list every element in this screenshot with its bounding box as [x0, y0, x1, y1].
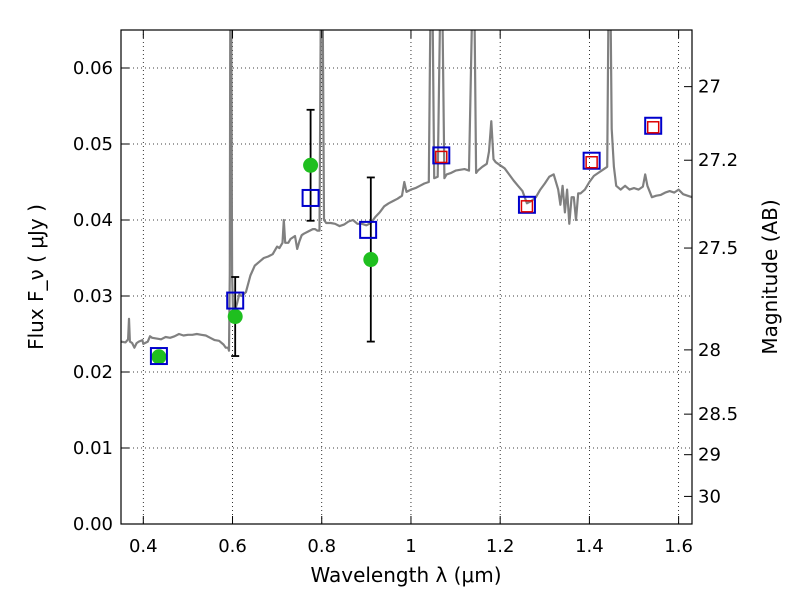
plot-area	[121, 30, 692, 366]
observed-point	[303, 157, 319, 173]
model-photometry-blue-square	[582, 151, 601, 170]
y-axis-label: Flux F_ν ( μJy )	[24, 204, 48, 350]
model-photometry-red	[435, 121, 660, 213]
model-photometry-red-square	[585, 155, 598, 169]
model-photometry-blue	[149, 116, 663, 366]
ticks	[121, 30, 692, 525]
model-spectrum-line	[121, 30, 692, 352]
x-tick-label: 0.4	[129, 536, 158, 557]
y-tick-labels: 0.00 0.01 0.02 0.03 0.04 0.05 0.06	[73, 58, 113, 535]
magnitude-tick-label: 27	[698, 77, 721, 98]
magnitude-tick-label: 28	[698, 340, 721, 361]
magnitude-tick-label: 30	[698, 486, 721, 507]
x-tick-labels: 0.4 0.6 0.8 1 1.2 1.4 1.6	[129, 536, 693, 557]
right-axis-label: Magnitude (AB)	[758, 199, 782, 354]
grid	[121, 30, 692, 524]
model-photometry-blue-square	[359, 220, 378, 239]
magnitude-tick-label: 27.2	[698, 150, 738, 171]
x-tick-label: 1.2	[486, 536, 515, 557]
observed-point	[151, 349, 167, 365]
model-photometry-red-square	[646, 121, 660, 134]
magnitude-tick-label: 29	[698, 445, 721, 466]
y-tick-label: 0.02	[73, 362, 113, 383]
magnitude-tick-label: 28.5	[698, 404, 738, 425]
axes-frame	[120, 29, 693, 525]
model-photometry-blue-square	[432, 146, 451, 165]
magnitude-tick-labels: 27 27.2 27.5 28 28.5 29 30	[698, 77, 738, 508]
y-tick-label: 0.04	[73, 210, 113, 231]
model-photometry-red-square	[435, 150, 448, 164]
y-tick-label: 0.05	[73, 134, 113, 155]
model-photometry-blue-square	[226, 291, 245, 310]
model-photometry-blue-square	[301, 188, 320, 207]
x-tick-label: 0.6	[218, 536, 247, 557]
observed-point	[227, 309, 243, 325]
x-tick-label: 0.8	[307, 536, 336, 557]
x-axis-label: Wavelength λ (μm)	[310, 563, 501, 587]
y-tick-label: 0.03	[73, 286, 113, 307]
observed-point	[363, 252, 379, 268]
magnitude-tick-label: 27.5	[698, 238, 738, 259]
error-bars	[154, 108, 375, 361]
x-tick-label: 1	[405, 536, 416, 557]
y-tick-label: 0.06	[73, 58, 113, 79]
x-tick-label: 1.6	[664, 536, 693, 557]
model-photometry-blue-square	[517, 195, 536, 214]
x-tick-label: 1.4	[575, 536, 604, 557]
y-tick-label: 0.00	[73, 514, 113, 535]
model-photometry-blue-square	[644, 116, 663, 135]
model-photometry-blue-square	[149, 347, 168, 366]
observed-points	[151, 157, 379, 365]
y-tick-label: 0.01	[73, 438, 113, 459]
model-photometry-red-square	[520, 200, 534, 213]
